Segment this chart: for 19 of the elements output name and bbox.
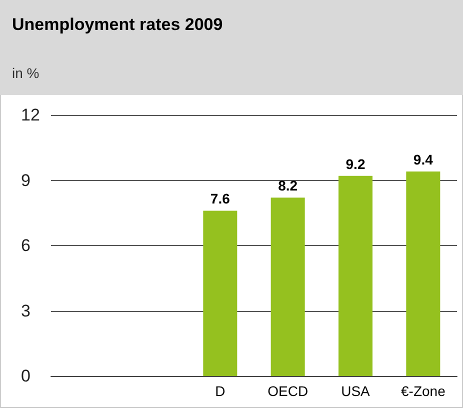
bar — [406, 172, 440, 376]
bar — [270, 198, 305, 376]
x-tick-label: D — [215, 383, 226, 399]
y-tick-label: 0 — [21, 366, 30, 386]
x-tick-label: €-Zone — [400, 383, 446, 399]
y-tick-label: 12 — [21, 106, 40, 124]
chart-title: Unemployment rates 2009 — [12, 15, 223, 35]
x-tick-label: USA — [341, 383, 371, 399]
data-label: 8.2 — [278, 178, 298, 194]
chart-subtitle: in % — [12, 65, 40, 81]
data-label: 9.4 — [413, 152, 434, 168]
data-label: 9.2 — [346, 156, 366, 172]
y-tick-label: 3 — [21, 301, 30, 320]
y-tick-label: 6 — [21, 236, 30, 255]
bar — [338, 176, 372, 376]
bar — [203, 210, 238, 376]
y-tick-label: 9 — [21, 170, 30, 190]
x-tick-label: OECD — [268, 383, 308, 399]
data-label: 7.6 — [210, 190, 230, 207]
